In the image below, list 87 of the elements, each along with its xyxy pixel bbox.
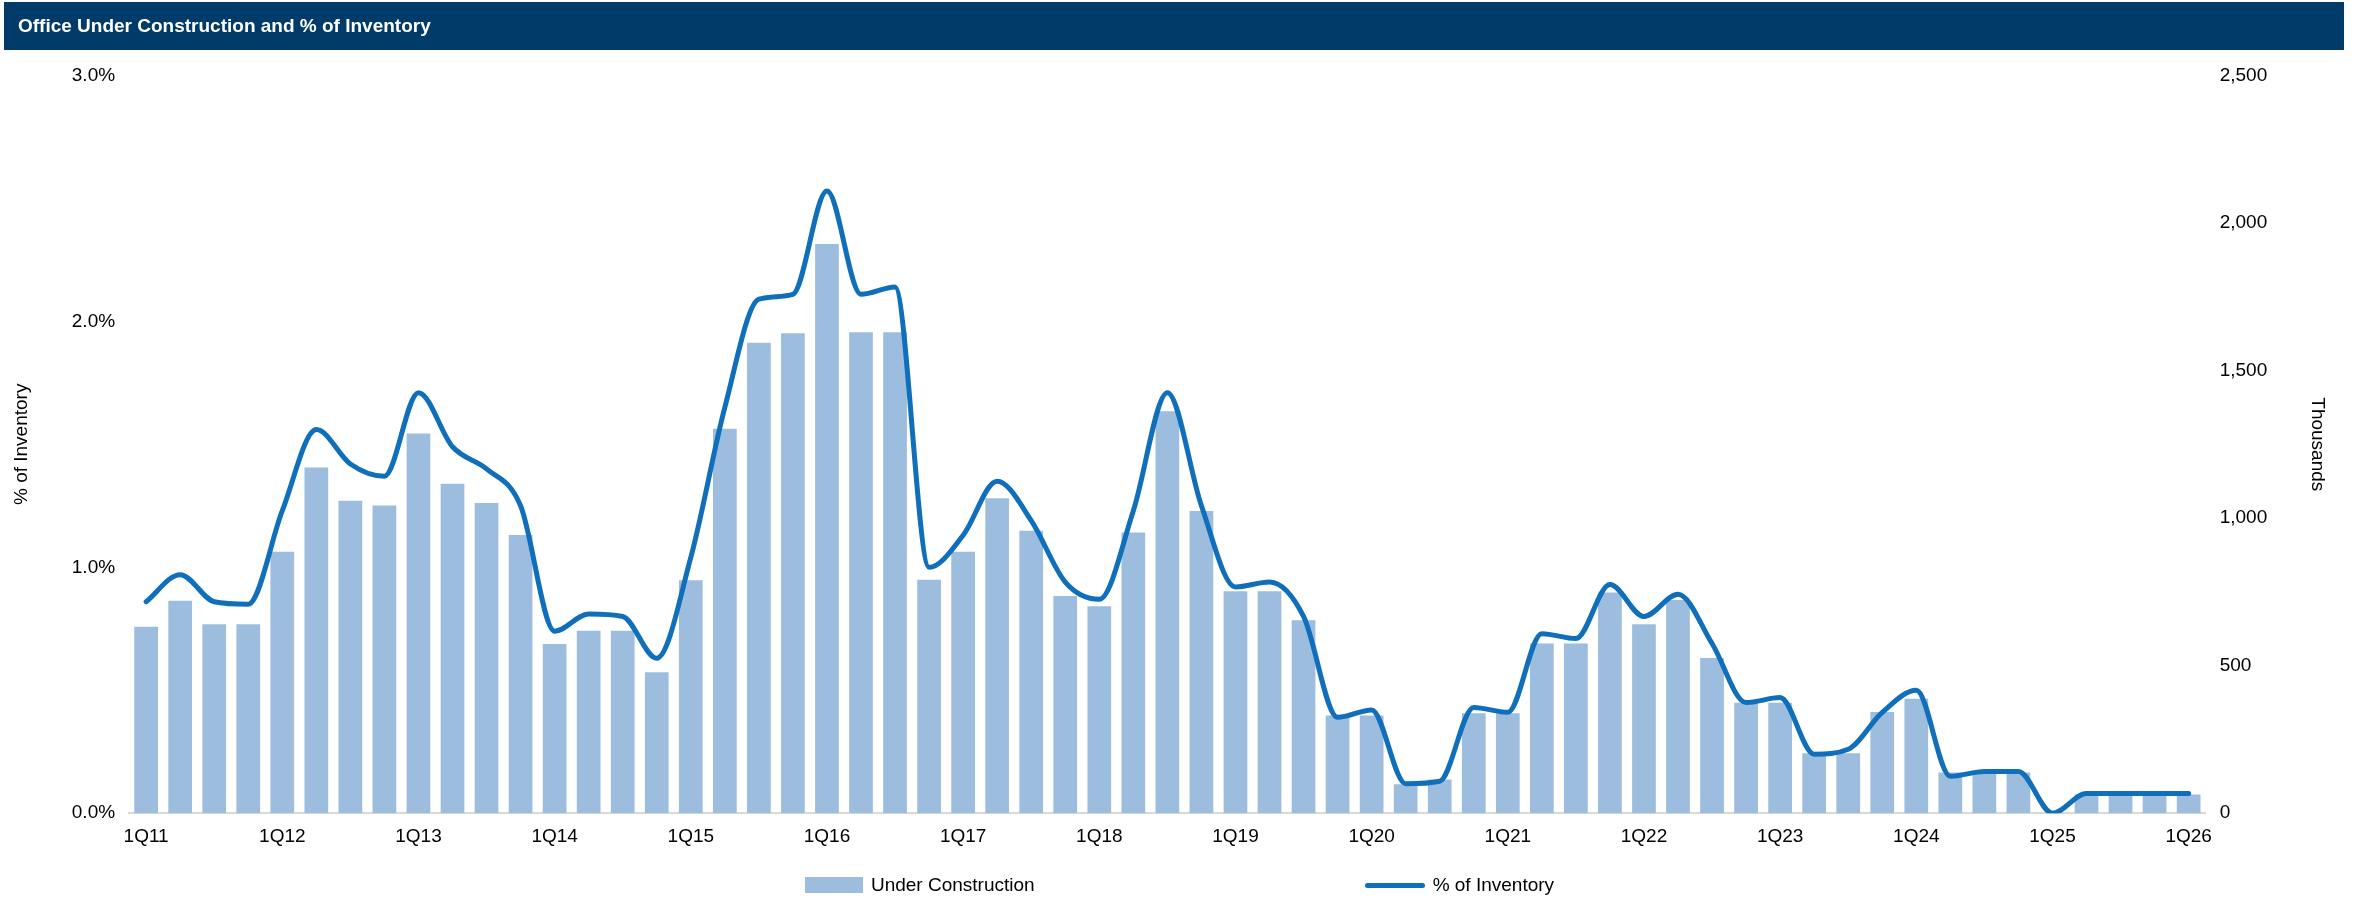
bar — [202, 624, 227, 814]
x-tick-label: 1Q13 — [395, 824, 442, 846]
bar — [1053, 595, 1078, 814]
x-tick-label: 1Q14 — [531, 824, 579, 846]
bar — [1359, 715, 1384, 814]
y-axis-title: % of Inventory — [9, 383, 31, 506]
x-tick-label: 1Q17 — [939, 824, 987, 846]
bar — [917, 579, 941, 814]
bar — [2176, 794, 2201, 814]
x-tick-label: 1Q21 — [1484, 824, 1532, 846]
bar — [1087, 606, 1112, 814]
bar — [1768, 702, 1792, 814]
bar — [610, 630, 635, 814]
bar — [951, 551, 975, 814]
bar — [1700, 657, 1724, 814]
bar — [1325, 715, 1350, 814]
bar — [985, 498, 1010, 814]
bar — [1870, 711, 1895, 814]
bar — [747, 342, 771, 814]
bar — [1802, 753, 1827, 814]
y2-tick-label: 2,000 — [2219, 211, 2268, 233]
y-tick-label: 0.0% — [71, 801, 116, 823]
bar — [1734, 702, 1758, 814]
bar — [1972, 772, 1997, 814]
x-tick-label: 1Q24 — [1893, 824, 1940, 846]
bar — [474, 503, 499, 814]
bar — [815, 243, 839, 814]
bar — [508, 534, 533, 814]
x-tick-label: 1Q19 — [1212, 824, 1259, 846]
bar — [542, 644, 567, 814]
x-tick-label: 1Q25 — [2029, 824, 2076, 846]
x-tick-label: 1Q18 — [1076, 824, 1123, 846]
bar — [849, 332, 873, 814]
bar — [1393, 784, 1418, 814]
bar — [304, 467, 329, 814]
bar — [678, 580, 703, 814]
bar — [406, 433, 431, 814]
y-tick-label: 2.0% — [71, 309, 116, 331]
bar — [1189, 511, 1214, 814]
y2-tick-label: 0 — [2219, 801, 2231, 823]
bar — [1938, 772, 1963, 814]
bar — [1564, 643, 1588, 814]
bar — [576, 630, 601, 814]
x-tick-label: 1Q12 — [259, 824, 306, 846]
x-tick-label: 1Q11 — [123, 824, 169, 846]
y-tick-label: 3.0% — [71, 63, 116, 85]
bar — [168, 600, 193, 814]
bar — [1666, 600, 1690, 814]
y2-tick-label: 1,000 — [2219, 506, 2268, 528]
bar — [338, 500, 363, 814]
bar — [1529, 643, 1554, 814]
y2-axis-title: Thousands — [2308, 397, 2330, 492]
legend-label: Under Construction — [870, 874, 1035, 896]
bar — [1019, 530, 1044, 814]
bar — [1155, 411, 1180, 814]
y2-tick-label: 1,500 — [2219, 358, 2268, 380]
bar — [712, 428, 737, 814]
x-tick-label: 1Q22 — [1620, 824, 1668, 846]
bar — [1121, 532, 1146, 814]
bar — [644, 672, 669, 814]
bar — [134, 626, 158, 814]
x-tick-label: 1Q23 — [1756, 824, 1804, 846]
y2-tick-label: 500 — [2219, 653, 2252, 675]
x-tick-label: 1Q26 — [2165, 824, 2212, 846]
bar — [1291, 620, 1316, 814]
bar — [1598, 592, 1622, 814]
bar — [1257, 591, 1282, 814]
x-tick-label: 1Q16 — [803, 824, 851, 846]
x-tick-label: 1Q15 — [667, 824, 715, 846]
bar — [1836, 753, 1861, 814]
bar — [1427, 779, 1452, 814]
bar — [1904, 698, 1929, 814]
bar — [372, 505, 397, 814]
y-tick-label: 1.0% — [71, 555, 116, 577]
chart-title: Office Under Construction and % of Inventory — [4, 2, 2344, 50]
legend-label: % of Inventory — [1432, 874, 1555, 896]
bar — [236, 624, 261, 814]
bar — [883, 332, 907, 814]
bar — [1495, 713, 1520, 814]
bar — [781, 333, 805, 814]
bar — [270, 551, 295, 814]
bar — [1223, 591, 1248, 814]
bar — [1461, 713, 1486, 814]
y2-tick-label: 2,500 — [2219, 63, 2268, 85]
bar — [440, 483, 465, 814]
bar — [1632, 624, 1656, 814]
x-tick-label: 1Q20 — [1348, 824, 1395, 846]
